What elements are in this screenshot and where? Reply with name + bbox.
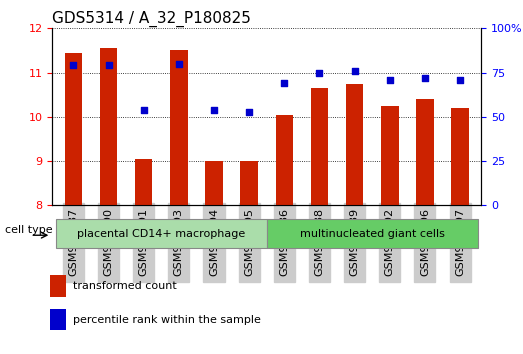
Point (69, 63, 77, 68)
Bar (241, 161, 258, 205)
Point (245, 109, 253, 114)
Bar (50, 309, 66, 331)
Text: percentile rank within the sample: percentile rank within the sample (73, 315, 261, 325)
Bar (205, 161, 223, 205)
Bar (451, 108, 469, 205)
Bar (100, 48, 117, 205)
Bar (135, 159, 153, 205)
Point (105, 63, 113, 68)
Point (210, 107, 218, 113)
Text: placental CD14+ macrophage: placental CD14+ macrophage (77, 229, 245, 239)
Bar (65, 53, 82, 205)
Bar (50, 275, 66, 297)
Bar (416, 99, 434, 205)
Bar (276, 115, 293, 205)
Point (175, 61, 183, 67)
FancyBboxPatch shape (56, 219, 267, 248)
Point (385, 77, 394, 82)
Bar (381, 106, 399, 205)
Text: multinucleated giant cells: multinucleated giant cells (300, 229, 445, 239)
Text: GDS5314 / A_32_P180825: GDS5314 / A_32_P180825 (52, 11, 251, 27)
Text: cell type: cell type (5, 225, 53, 235)
Bar (346, 84, 363, 205)
Point (350, 68, 359, 74)
Bar (311, 88, 328, 205)
Bar (170, 51, 188, 205)
Point (420, 75, 429, 81)
Point (315, 70, 324, 75)
Point (140, 107, 148, 113)
FancyBboxPatch shape (267, 219, 477, 248)
Text: transformed count: transformed count (73, 281, 177, 291)
Point (280, 80, 289, 86)
Point (456, 77, 464, 82)
